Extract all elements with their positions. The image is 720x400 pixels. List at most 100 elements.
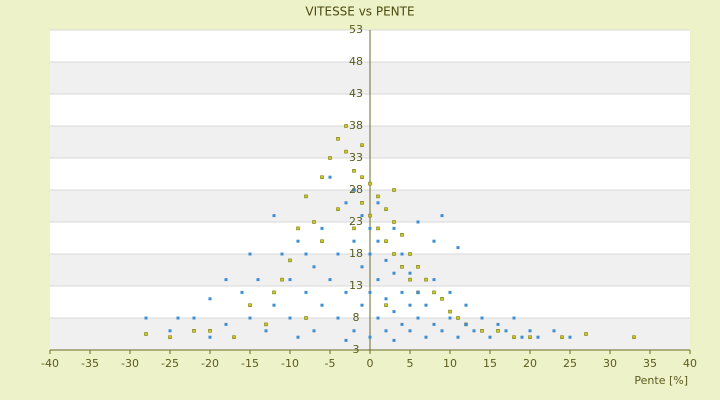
point — [256, 278, 260, 282]
point — [400, 252, 404, 256]
x-tick-label: -30 — [121, 357, 139, 370]
point — [392, 338, 396, 342]
point — [440, 329, 444, 333]
point — [480, 316, 484, 320]
point — [416, 316, 420, 320]
point — [432, 290, 436, 295]
point — [208, 329, 212, 333]
y-tick-label: 38 — [349, 119, 363, 132]
point — [408, 271, 412, 275]
point — [368, 252, 372, 256]
point — [504, 329, 508, 333]
point — [440, 297, 444, 301]
x-tick-label: 40 — [683, 357, 697, 370]
point — [448, 316, 452, 320]
point — [376, 316, 380, 320]
point — [472, 329, 476, 333]
point — [560, 335, 564, 339]
point — [376, 201, 380, 205]
y-tick-label: 8 — [353, 311, 360, 324]
y-tick-label: 53 — [349, 23, 363, 36]
x-tick-label: 15 — [483, 357, 497, 370]
point — [168, 329, 172, 333]
x-tick-label: -40 — [41, 357, 59, 370]
point — [312, 220, 316, 224]
point — [352, 329, 356, 333]
point — [192, 329, 196, 333]
point — [568, 335, 572, 339]
x-tick-label: 5 — [407, 357, 414, 370]
point — [520, 335, 524, 339]
point — [344, 201, 348, 205]
point — [384, 297, 388, 301]
point — [248, 303, 252, 307]
point — [352, 226, 356, 231]
point — [496, 329, 500, 333]
point — [288, 258, 292, 263]
point — [248, 316, 252, 320]
y-tick-label: 33 — [349, 151, 363, 164]
point — [400, 265, 404, 269]
y-tick-label: 3 — [353, 343, 360, 356]
point — [512, 335, 516, 339]
point — [208, 335, 212, 339]
point — [144, 316, 148, 320]
point — [328, 175, 332, 179]
x-tick-label: 35 — [643, 357, 657, 370]
point — [280, 252, 284, 256]
x-tick-label: -20 — [201, 357, 219, 370]
point — [272, 214, 276, 218]
point — [392, 220, 396, 224]
point — [344, 338, 348, 342]
x-axis-label: Pente [%] — [634, 374, 688, 387]
point — [248, 252, 252, 256]
point — [320, 303, 324, 307]
point — [384, 239, 388, 243]
point — [528, 335, 532, 339]
point — [376, 194, 380, 199]
x-tick-label: 30 — [603, 357, 617, 370]
point — [272, 303, 276, 307]
point — [224, 278, 228, 282]
point — [392, 310, 396, 314]
chart-title: VITESSE vs PENTE — [305, 5, 414, 19]
point — [416, 290, 420, 294]
point — [336, 137, 340, 141]
point — [368, 335, 372, 339]
point — [352, 169, 356, 173]
point — [304, 290, 308, 294]
point — [360, 265, 364, 269]
y-tick-label: 18 — [349, 247, 363, 260]
point — [424, 303, 428, 307]
y-tick-label: 13 — [349, 279, 363, 292]
point — [224, 322, 228, 326]
point — [336, 207, 340, 211]
point — [360, 303, 364, 307]
point — [488, 335, 492, 339]
point — [384, 329, 388, 333]
x-tick-label: -35 — [81, 357, 99, 370]
point — [392, 271, 396, 275]
x-tick-label: -10 — [281, 357, 299, 370]
point — [240, 290, 244, 294]
point — [208, 297, 212, 301]
point — [352, 239, 356, 243]
point — [528, 329, 532, 333]
point — [288, 278, 292, 282]
point — [344, 290, 348, 294]
point — [408, 329, 412, 333]
point — [344, 124, 348, 128]
x-tick-label: 0 — [367, 357, 374, 370]
point — [384, 303, 388, 307]
point — [144, 332, 148, 336]
point — [312, 329, 316, 333]
point — [464, 303, 468, 307]
point — [328, 156, 332, 160]
point — [344, 149, 348, 154]
point — [536, 335, 540, 339]
point — [408, 252, 412, 256]
x-tick-label: -25 — [161, 357, 179, 370]
point — [352, 188, 356, 192]
point — [464, 322, 468, 326]
x-tick-label: 25 — [563, 357, 577, 370]
